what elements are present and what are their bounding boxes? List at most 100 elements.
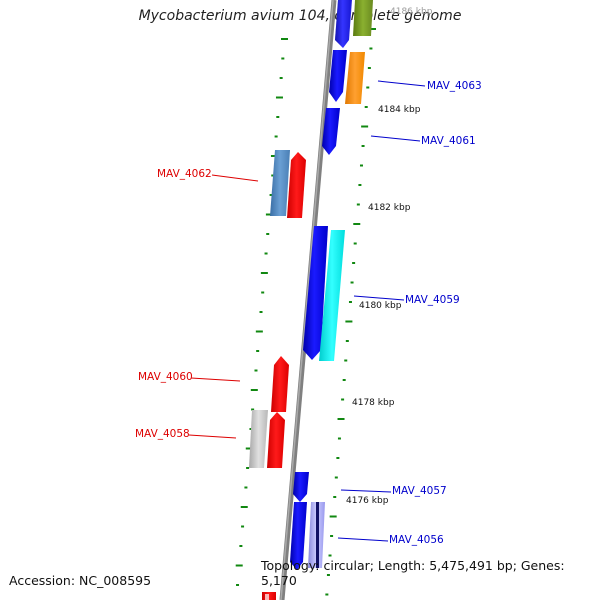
- inner-ruler-tick: [364, 106, 368, 108]
- gene-label-mav4062[interactable]: MAV_4062: [157, 168, 212, 180]
- inner-ruler-tick: [336, 457, 340, 459]
- inner-ruler: [325, 28, 376, 596]
- gene-label-mav4058[interactable]: MAV_4058: [135, 428, 190, 440]
- outer-ruler-tick: [244, 486, 248, 489]
- inner-ruler-tick: [337, 418, 345, 420]
- inner-ruler-tick: [328, 554, 332, 557]
- gene-label-mav4061[interactable]: MAV_4061: [421, 135, 476, 147]
- reverse-genes: [249, 150, 306, 600]
- gene-block-red-4060: [271, 356, 289, 412]
- inner-ruler-tick: [366, 86, 370, 89]
- inner-ruler-tick: [356, 203, 360, 206]
- outer-ruler-tick: [239, 545, 243, 547]
- outer-ruler-tick: [245, 447, 253, 450]
- scale-label-4186: 4186 kbp: [390, 7, 433, 17]
- gene-block-blue-4057: [293, 472, 309, 502]
- inner-ruler-tick: [353, 223, 361, 225]
- outer-ruler-tick: [281, 38, 288, 40]
- gene-block-olive: [353, 0, 373, 36]
- outer-ruler-tick: [235, 564, 243, 567]
- outer-ruler-tick: [279, 77, 283, 79]
- accession-text: Accession: NC_008595: [9, 573, 152, 588]
- gene-block-grey-4058: [249, 410, 268, 468]
- gene-label-mav4060[interactable]: MAV_4060: [138, 371, 193, 383]
- inner-ruler-tick: [337, 437, 341, 440]
- gene-block-cyan-4059: [319, 230, 345, 361]
- inner-ruler-tick: [369, 47, 373, 50]
- inner-ruler-tick: [361, 125, 369, 128]
- outer-ruler-tick: [275, 96, 283, 99]
- inner-ruler-tick: [345, 320, 353, 323]
- outer-ruler-tick: [236, 584, 240, 586]
- gene-block-blue-4059: [303, 226, 328, 360]
- outer-ruler-tick: [260, 272, 268, 274]
- outer-ruler-tick: [250, 389, 258, 391]
- gene-block-blue-4061: [322, 108, 340, 155]
- outer-ruler-tick: [266, 233, 270, 235]
- inner-ruler-tick: [358, 184, 362, 186]
- gene-block-red-4058: [267, 412, 285, 468]
- inner-ruler-tick: [341, 398, 345, 401]
- outer-ruler-tick: [281, 57, 285, 60]
- gene-block-stripe-dark-4056: [316, 502, 319, 568]
- gene-block-red-4062: [287, 152, 306, 218]
- genome-title: Mycobacterium avium 104, complete genome: [138, 8, 462, 24]
- inner-ruler-tick: [345, 340, 349, 342]
- gene-block-blue-top: [335, 0, 352, 48]
- inner-ruler-tick: [350, 281, 354, 284]
- outer-ruler-tick: [255, 330, 263, 333]
- inner-ruler-tick: [342, 379, 346, 381]
- inner-ruler-tick: [359, 164, 363, 167]
- outer-ruler-tick: [261, 291, 265, 294]
- outer-ruler-tick: [241, 525, 245, 528]
- inner-ruler-tick: [367, 67, 371, 69]
- outer-ruler-tick: [240, 506, 248, 508]
- leader-lines: [188, 80, 426, 542]
- inner-ruler-tick: [326, 574, 330, 576]
- outer-ruler-tick: [270, 155, 278, 157]
- scale-label-4184: 4184 kbp: [378, 105, 421, 115]
- gene-label-mav4063[interactable]: MAV_4063: [427, 80, 482, 92]
- outer-ruler-tick: [274, 135, 278, 138]
- inner-ruler-tick: [361, 145, 365, 147]
- inner-ruler-tick: [369, 28, 376, 30]
- inner-ruler-tick: [344, 359, 348, 362]
- gene-block-blue-4056: [290, 502, 307, 570]
- gene-block-blue-4063: [329, 50, 347, 102]
- gene-label-mav4057[interactable]: MAV_4057: [392, 485, 447, 497]
- outer-ruler-tick: [249, 428, 253, 430]
- outer-ruler-tick: [246, 467, 250, 469]
- topology-text: Topology: circular; Length: 5,475,491 bp…: [261, 558, 565, 588]
- inner-ruler-tick: [352, 262, 356, 264]
- forward-genes: [290, 0, 373, 570]
- gene-label-mav4056[interactable]: MAV_4056: [389, 534, 444, 546]
- outer-ruler-tick: [269, 194, 273, 196]
- scale-label-4182: 4182 kbp: [368, 203, 411, 213]
- gene-block-steel-4062: [270, 150, 290, 216]
- outer-ruler-tick: [256, 350, 260, 352]
- inner-ruler-tick: [353, 242, 357, 245]
- gene-block-orange-4063: [345, 52, 365, 104]
- outer-ruler-tick: [251, 408, 255, 411]
- inner-ruler-tick: [329, 515, 337, 518]
- scale-label-4178: 4178 kbp: [352, 398, 395, 408]
- inner-ruler-tick: [333, 496, 337, 498]
- outer-ruler-tick: [276, 116, 280, 118]
- scale-label-4180: 4180 kbp: [359, 301, 402, 311]
- gene-label-mav4059[interactable]: MAV_4059: [405, 294, 460, 306]
- outer-ruler-tick: [259, 311, 263, 313]
- inner-ruler-tick: [330, 535, 334, 537]
- inner-ruler-tick: [348, 301, 352, 303]
- outer-ruler-tick: [254, 369, 258, 372]
- scale-labels: 4186 kbp 4184 kbp 4182 kbp 4180 kbp 4178…: [346, 7, 433, 506]
- scale-label-4176: 4176 kbp: [346, 496, 389, 506]
- outer-ruler-tick: [271, 174, 275, 177]
- gene-labels: MAV_4063 MAV_4061 MAV_4062 MAV_4059 MAV_…: [135, 80, 482, 546]
- gene-block-white-bottom: [265, 594, 269, 600]
- inner-ruler-tick: [334, 476, 338, 479]
- outer-ruler: [235, 38, 288, 586]
- inner-ruler-tick: [325, 593, 329, 596]
- outer-ruler-tick: [265, 213, 273, 216]
- outer-ruler-tick: [264, 252, 268, 255]
